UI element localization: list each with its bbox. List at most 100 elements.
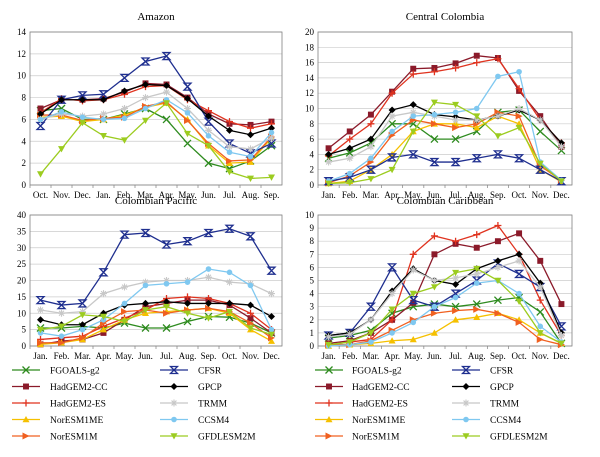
legend-marker (22, 432, 30, 440)
legend-label: FGOALS-g2 (352, 367, 402, 377)
legend-label: GFDLESM2M (198, 433, 256, 443)
x-tick-label: Jul. (449, 351, 462, 361)
y-tick-label: 2 (310, 165, 315, 175)
series-line (40, 315, 272, 334)
data-point (58, 333, 65, 339)
data-point (79, 114, 86, 121)
x-tick-label: Sep. (264, 190, 280, 200)
data-point (247, 301, 254, 309)
x-tick-label: May. (404, 351, 422, 361)
data-point (452, 294, 459, 301)
data-point (140, 57, 151, 66)
data-point (37, 110, 44, 118)
data-point (367, 330, 375, 337)
data-point (515, 318, 523, 326)
data-point (515, 250, 523, 258)
x-tick-label: Oct. (222, 351, 237, 361)
legend-label: HadGEM2-ES (352, 400, 408, 410)
data-point (247, 124, 254, 132)
y-tick-label: 4 (310, 289, 315, 299)
data-point (162, 324, 171, 332)
data-point (204, 159, 213, 168)
data-point (494, 112, 502, 120)
data-point (346, 170, 353, 177)
data-point (58, 96, 65, 104)
data-point (325, 341, 333, 349)
series-line (40, 306, 272, 336)
x-tick-label: Dec. (553, 351, 570, 361)
data-point (266, 266, 277, 275)
x-tick-label: Jul. (449, 190, 462, 200)
x-tick-label: Oct. (511, 351, 526, 361)
data-point (346, 339, 354, 346)
data-point (515, 298, 523, 305)
data-point (346, 179, 354, 187)
data-point (226, 118, 233, 126)
data-point (367, 135, 375, 143)
data-point (205, 315, 212, 322)
data-point (142, 282, 149, 289)
data-point (452, 101, 460, 109)
data-point (163, 82, 170, 90)
data-point (119, 73, 130, 83)
data-point (58, 339, 65, 347)
data-point (247, 175, 254, 182)
data-point (494, 133, 502, 140)
series-hadgem2-es (37, 82, 275, 132)
data-point (514, 269, 525, 279)
legend-label: NorESM1M (352, 433, 400, 443)
data-point (430, 277, 438, 284)
data-point (121, 87, 128, 95)
legend-label: CFSR (198, 367, 222, 377)
x-tick-label: Apr. (96, 351, 112, 361)
data-point (77, 91, 88, 100)
x-tick-label: Dec. (553, 190, 570, 200)
legend-marker (168, 365, 180, 375)
data-point (100, 96, 107, 104)
x-tick-label: Apr. (159, 190, 175, 200)
data-point (409, 266, 417, 274)
legend-item: GFDLESM2M (160, 433, 256, 443)
data-point (79, 321, 86, 329)
data-point (515, 124, 523, 132)
data-point (226, 299, 233, 307)
data-point (430, 309, 438, 317)
data-point (247, 282, 254, 289)
y-tick-label: 5 (22, 325, 27, 335)
legend-marker (325, 432, 333, 440)
data-point (473, 105, 480, 112)
data-point (492, 150, 503, 159)
y-tick-label: 15 (17, 292, 27, 302)
x-tick-label: Sep. (201, 351, 217, 361)
x-tick-label: Dec. (74, 190, 91, 200)
data-point (430, 284, 438, 291)
y-tick-label: 40 (17, 210, 27, 220)
data-point (430, 68, 438, 76)
series-hadgem2-cc (325, 230, 565, 347)
data-point (367, 176, 375, 183)
data-point (37, 306, 44, 314)
series-line (328, 279, 562, 347)
data-point (557, 340, 565, 347)
data-point (37, 116, 44, 123)
legend-label: CCSM4 (198, 416, 229, 426)
legend-label: GPCP (490, 383, 514, 393)
data-point (346, 330, 354, 338)
x-tick-label: Dec. (263, 351, 280, 361)
data-point (79, 308, 86, 316)
legend-item: NorESM1M (315, 432, 400, 443)
data-point (163, 100, 170, 107)
y-tick-label: 14 (305, 73, 315, 83)
data-point (226, 126, 233, 134)
series-line (328, 111, 562, 184)
legend-item: GFDLESM2M (452, 433, 548, 443)
data-point (494, 257, 502, 265)
data-point (205, 126, 212, 134)
data-point (535, 165, 546, 174)
data-point (346, 135, 354, 143)
data-point (98, 268, 109, 277)
y-tick-label: 12 (305, 88, 314, 98)
data-point (515, 85, 523, 93)
legend-item: GPCP (452, 383, 514, 393)
data-point (205, 142, 212, 150)
